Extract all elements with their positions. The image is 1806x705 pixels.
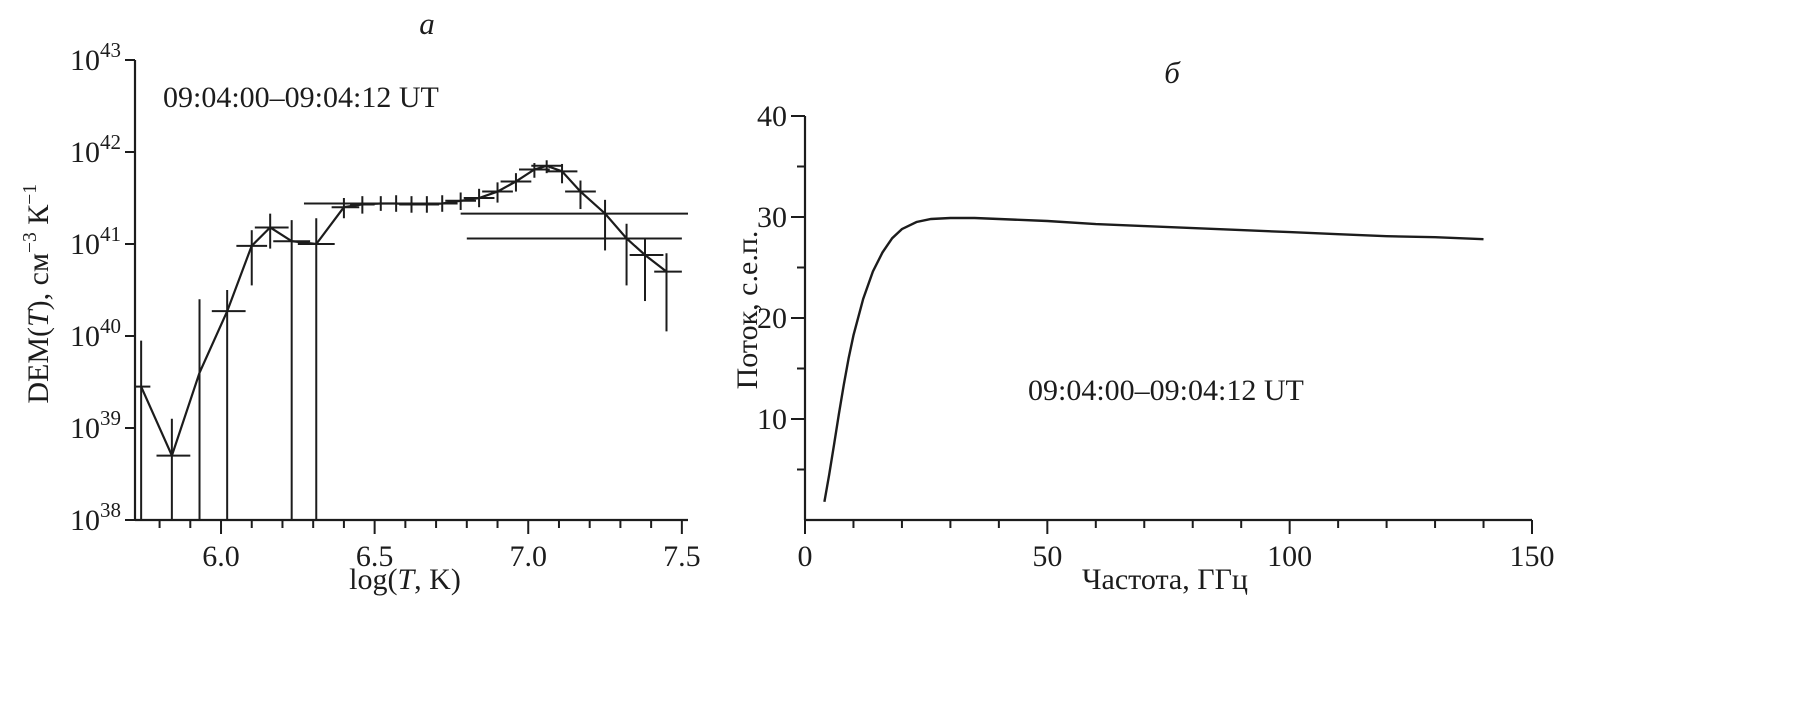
svg-text:1039: 1039 <box>70 406 121 445</box>
panel-a-x-axis-label: log(T, K) <box>349 563 461 596</box>
svg-text:1041: 1041 <box>70 222 121 261</box>
spectrum-curve <box>823 216 1484 503</box>
svg-text:50: 50 <box>1032 540 1062 573</box>
svg-text:0: 0 <box>798 540 813 573</box>
panel-b-annotation: 09:04:00–09:04:12 UT <box>1028 374 1304 407</box>
svg-text:1043: 1043 <box>70 38 121 77</box>
panel-a-plot: 6.0 6.5 7.0 7.5 1038 1039 1040 1041 1042 1043 <box>70 38 701 573</box>
svg-text:30: 30 <box>757 201 787 234</box>
svg-text:7.0: 7.0 <box>509 540 547 573</box>
svg-text:6.5: 6.5 <box>356 540 394 573</box>
panel-b-letter: б <box>1164 55 1180 90</box>
svg-text:100: 100 <box>1267 540 1312 573</box>
svg-text:1042: 1042 <box>70 130 121 169</box>
panel-b-plot: 0 50 100 150 10 20 30 40 <box>757 100 1555 573</box>
panel-a-letter: a <box>419 6 435 41</box>
svg-text:20: 20 <box>757 302 787 335</box>
svg-text:10: 10 <box>757 403 787 436</box>
svg-text:150: 150 <box>1510 540 1555 573</box>
svg-text:40: 40 <box>757 100 787 133</box>
svg-text:7.5: 7.5 <box>663 540 701 573</box>
panel-b-x-axis-label: Частота, ГГц <box>1082 563 1248 596</box>
svg-text:6.0: 6.0 <box>202 540 240 573</box>
svg-text:1040: 1040 <box>70 314 121 353</box>
panel-b-y-axis-label: Поток, с.е.п. <box>731 230 764 390</box>
svg-text:1038: 1038 <box>70 498 121 537</box>
panel-a-annotation: 09:04:00–09:04:12 UT <box>163 81 439 114</box>
panel-a-y-axis-label: DEM(T), см−3 К−1 <box>20 184 55 404</box>
